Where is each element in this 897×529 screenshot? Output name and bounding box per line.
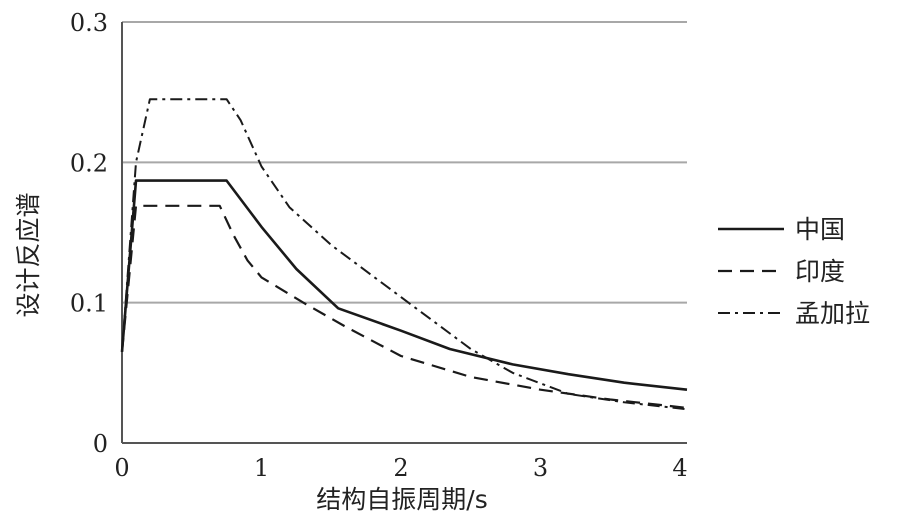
series-lines bbox=[120, 98, 688, 411]
axes bbox=[121, 22, 687, 444]
x-tick-label-2: 2 bbox=[393, 454, 408, 482]
x-tick-labels: 0 1 2 3 4 bbox=[114, 454, 687, 482]
series-line-0 bbox=[120, 179, 688, 391]
series-line-1 bbox=[120, 204, 688, 409]
legend-label-1: 印度 bbox=[795, 257, 845, 286]
gridlines bbox=[122, 21, 687, 304]
x-tick-label-1: 1 bbox=[254, 454, 269, 482]
legend-label-0: 中国 bbox=[795, 215, 845, 244]
y-tick-label-0: 0 bbox=[93, 430, 108, 458]
legend-label-2: 孟加拉 bbox=[795, 299, 870, 328]
y-tick-label-3: 0.3 bbox=[70, 9, 108, 37]
y-tick-labels: 0 0.1 0.2 0.3 bbox=[70, 9, 108, 458]
x-tick-label-3: 3 bbox=[533, 454, 548, 482]
x-axis-title: 结构自振周期/s bbox=[316, 485, 487, 514]
x-tick-label-0: 0 bbox=[114, 454, 129, 482]
y-axis-title: 设计反应谱 bbox=[14, 192, 43, 317]
y-tick-label-2: 0.2 bbox=[70, 149, 108, 177]
series-line-2 bbox=[121, 98, 688, 411]
x-tick-label-4: 4 bbox=[672, 454, 687, 482]
y-tick-label-1: 0.1 bbox=[70, 290, 108, 318]
